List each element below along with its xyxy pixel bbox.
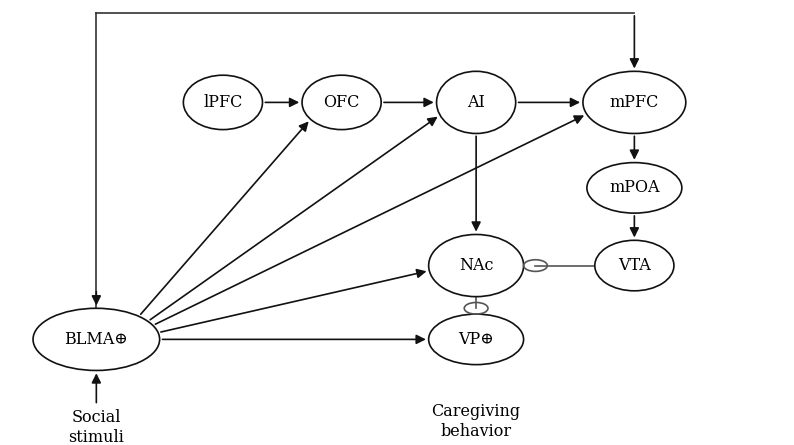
- Ellipse shape: [429, 235, 523, 297]
- Ellipse shape: [183, 75, 263, 129]
- Ellipse shape: [587, 162, 682, 213]
- Ellipse shape: [302, 75, 381, 129]
- Ellipse shape: [595, 240, 674, 291]
- Ellipse shape: [583, 71, 686, 134]
- Text: mPFC: mPFC: [610, 94, 659, 111]
- Ellipse shape: [437, 71, 515, 134]
- Text: Caregiving
behavior: Caregiving behavior: [432, 404, 521, 440]
- Text: AI: AI: [467, 94, 485, 111]
- Text: Social
stimuli: Social stimuli: [68, 409, 125, 445]
- Text: NAc: NAc: [459, 257, 493, 274]
- Ellipse shape: [33, 308, 160, 370]
- Text: BLMA⊕: BLMA⊕: [64, 331, 128, 348]
- Text: VTA: VTA: [618, 257, 651, 274]
- Text: lPFC: lPFC: [203, 94, 243, 111]
- Text: mPOA: mPOA: [609, 179, 660, 196]
- Ellipse shape: [429, 314, 523, 364]
- Text: OFC: OFC: [323, 94, 360, 111]
- Text: VP⊕: VP⊕: [458, 331, 494, 348]
